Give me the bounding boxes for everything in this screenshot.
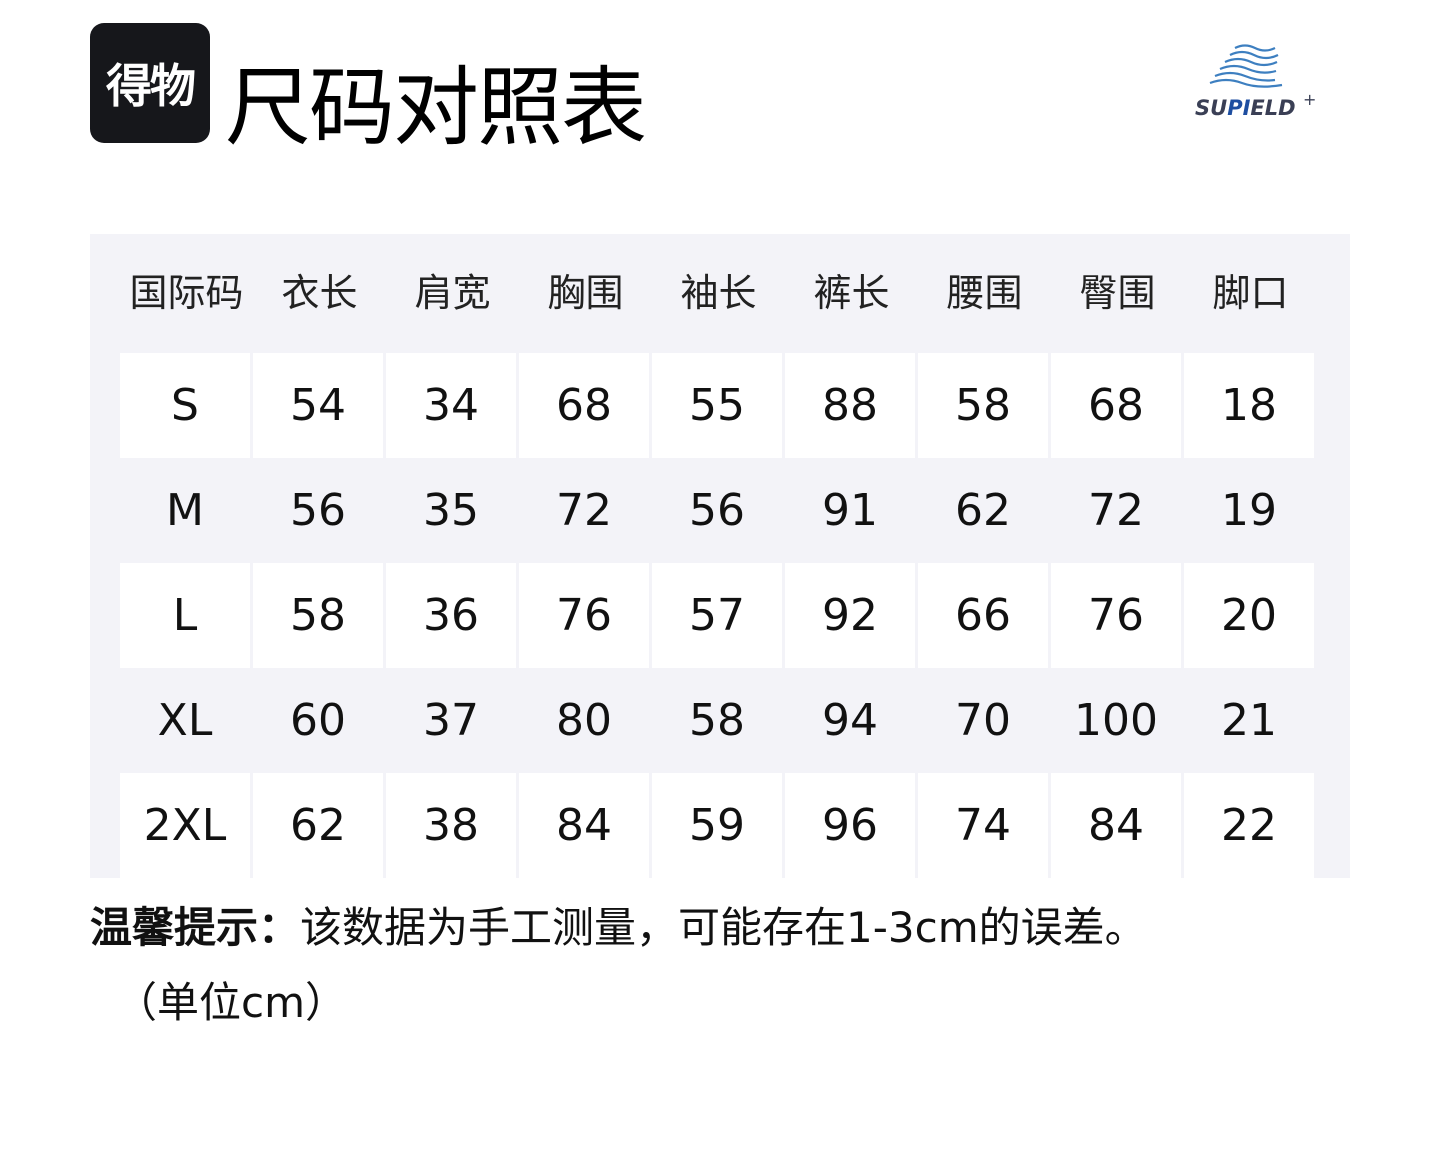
measure-cell: 56 [689,485,745,536]
measure-cell: 36 [386,563,516,668]
column-header: 衣长 [281,271,358,315]
measure-cell: 72 [556,485,612,536]
measure-cell: 76 [1051,563,1181,668]
supield-logo: SUPIELD + [1195,40,1325,130]
column-header: 裤长 [813,271,890,315]
measure-cell: 34 [386,353,516,458]
measure-cell: 57 [652,563,782,668]
size-cell: 2XL [120,773,250,878]
measure-cell: 38 [386,773,516,878]
column-header: 肩宽 [414,271,491,315]
unit-note: （单位cm） [115,978,348,1027]
table-row: L 58 36 76 57 92 66 76 20 [120,563,1317,668]
dewu-logo: 得物 [90,23,210,143]
page-title: 尺码对照表 [225,58,647,158]
measure-cell: 88 [785,353,915,458]
table-row: XL 60 37 80 58 94 70 100 21 [120,668,1317,773]
wave-icon [1209,44,1283,88]
measure-cell: 22 [1184,773,1314,878]
measure-cell: 37 [423,695,479,746]
measure-cell: 58 [918,353,1048,458]
measure-cell: 94 [822,695,878,746]
measure-cell: 62 [955,485,1011,536]
table-row: 2XL 62 38 84 59 96 74 84 22 [120,773,1317,878]
measure-cell: 21 [1221,695,1277,746]
table-row: M 56 35 72 56 91 62 72 19 [120,458,1317,563]
measure-cell: 68 [1051,353,1181,458]
brand-plus: + [1303,90,1317,109]
measure-cell: 80 [556,695,612,746]
measure-cell: 20 [1184,563,1314,668]
table-row: S 54 34 68 55 88 58 68 18 [120,353,1317,458]
measure-cell: 84 [1051,773,1181,878]
brand-name: SUPIELD [1195,96,1296,120]
logo-text: 得物 [106,59,196,113]
size-cell: XL [157,695,213,746]
measure-cell: 68 [519,353,649,458]
measure-cell: 54 [253,353,383,458]
column-header: 袖长 [680,271,757,315]
column-header: 胸围 [547,271,624,315]
column-header: 脚口 [1212,271,1289,315]
measure-cell: 35 [423,485,479,536]
measure-cell: 58 [253,563,383,668]
measure-cell: 59 [652,773,782,878]
measure-cell: 74 [918,773,1048,878]
measure-cell: 19 [1221,485,1277,536]
tip-note: 温馨提示：该数据为手工测量，可能存在1-3cm的误差。 [90,900,1147,956]
measure-cell: 76 [519,563,649,668]
measure-cell: 66 [918,563,1048,668]
measure-cell: 96 [785,773,915,878]
measure-cell: 55 [652,353,782,458]
column-header: 腰围 [946,271,1023,315]
table-header: 国际码 衣长 肩宽 胸围 袖长 裤长 腰围 臀围 脚口 [120,234,1317,353]
measure-cell: 56 [290,485,346,536]
measure-cell: 58 [689,695,745,746]
size-cell: L [120,563,250,668]
measure-cell: 91 [822,485,878,536]
size-cell: M [166,485,204,536]
column-header: 国际码 [129,271,244,315]
measure-cell: 18 [1184,353,1314,458]
measure-cell: 72 [1088,485,1144,536]
measure-cell: 100 [1074,695,1158,746]
size-table: 国际码 衣长 肩宽 胸围 袖长 裤长 腰围 臀围 脚口 S 54 34 68 55 88 58 68 18 M 56… [90,234,1350,878]
measure-cell: 70 [955,695,1011,746]
tip-text: 该数据为手工测量，可能存在1-3cm的误差。 [300,903,1147,952]
measure-cell: 60 [290,695,346,746]
measure-cell: 62 [253,773,383,878]
size-cell: S [120,353,250,458]
measure-cell: 92 [785,563,915,668]
measure-cell: 84 [519,773,649,878]
column-header: 臀围 [1079,271,1156,315]
tip-label: 温馨提示： [90,903,301,952]
